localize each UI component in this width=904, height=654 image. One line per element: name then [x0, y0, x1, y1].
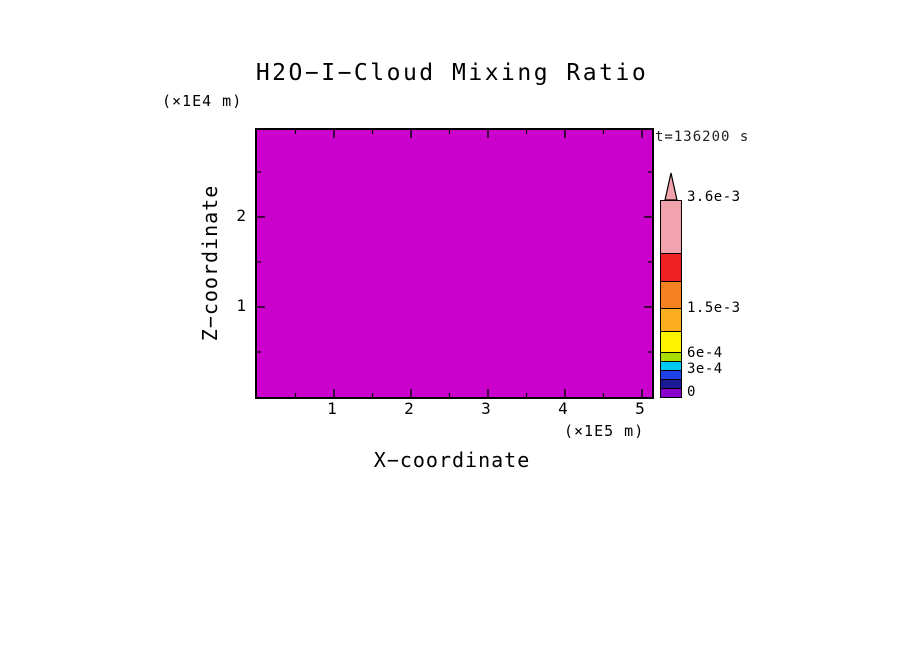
colorbar-segment — [661, 253, 681, 281]
x-tick-label: 2 — [404, 399, 414, 418]
colorbar-label: 1.5e-3 — [687, 300, 741, 316]
colorbar-label: 3.6e-3 — [687, 189, 741, 205]
x-axis-unit: (×1E5 m) — [564, 422, 645, 440]
colorbar-segments — [660, 200, 682, 398]
plot-area — [255, 128, 654, 399]
colorbar-segment — [661, 331, 681, 352]
colorbar-label: 0 — [687, 384, 696, 400]
x-tick-label: 3 — [481, 399, 491, 418]
colorbar-segment — [661, 388, 681, 397]
x-tick-label: 5 — [635, 399, 645, 418]
colorbar-segment — [661, 201, 681, 253]
colorbar-segment — [661, 281, 681, 308]
y-tick-label: 1 — [236, 296, 246, 315]
y-tick-label: 2 — [236, 206, 246, 225]
colorbar-label: 3e-4 — [687, 361, 723, 377]
colorbar-segment — [661, 370, 681, 379]
y-axis-unit: (×1E4 m) — [162, 92, 243, 110]
axis-ticks — [257, 130, 652, 397]
colorbar-arrow-icon — [664, 172, 678, 200]
colorbar-label: 6e-4 — [687, 345, 723, 361]
chart-title: H2O−I−Cloud Mixing Ratio — [255, 60, 649, 86]
colorbar-segment — [661, 352, 681, 361]
colorbar-segment — [661, 361, 681, 370]
y-axis-label: Z−coordinate — [198, 184, 222, 342]
x-tick-label: 4 — [558, 399, 568, 418]
x-axis-label: X−coordinate — [373, 448, 531, 472]
colorbar-segment — [661, 379, 681, 388]
x-tick-label: 1 — [327, 399, 337, 418]
colorbar-tip-shape — [664, 172, 678, 200]
colorbar-segment — [661, 308, 681, 331]
time-annotation: t=136200 s — [655, 129, 750, 145]
